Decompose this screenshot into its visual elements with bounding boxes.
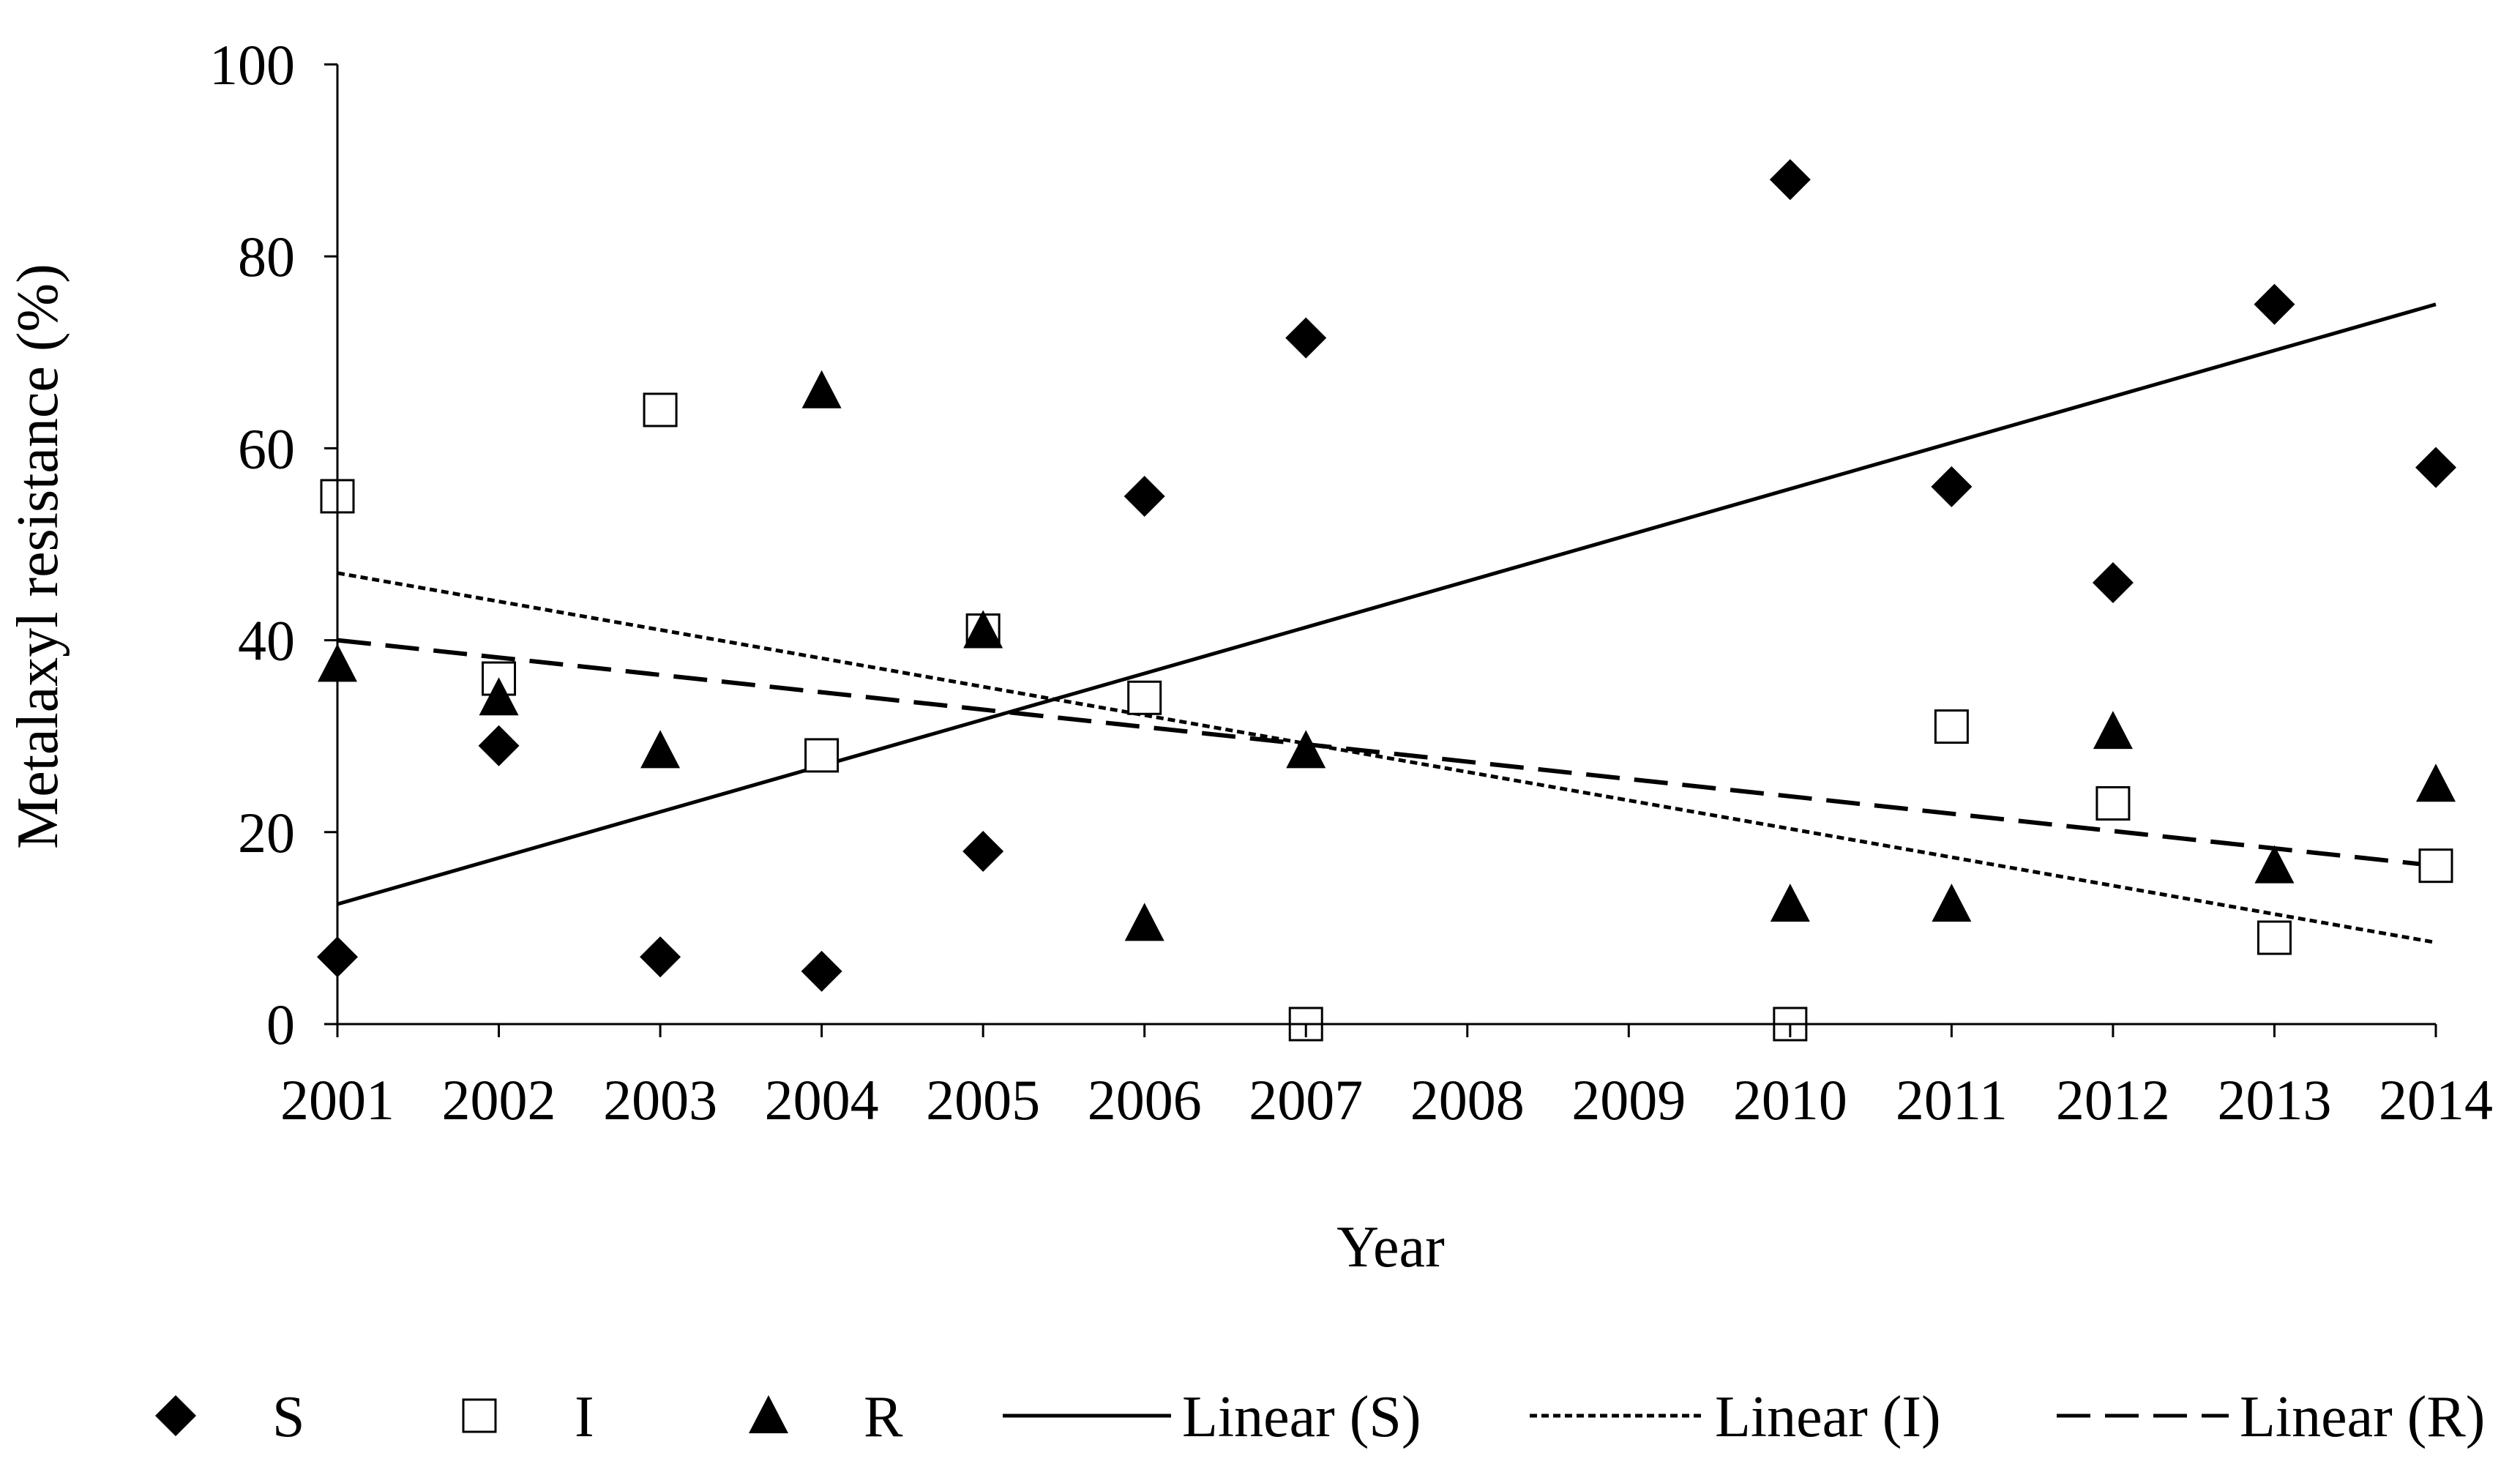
x-tick-label: 2010 <box>1733 1068 1847 1132</box>
x-tick-label: 2008 <box>1410 1068 1525 1132</box>
point-r-2011 <box>1932 884 1972 922</box>
point-s-2002 <box>478 725 520 766</box>
point-s-2010 <box>1769 159 1811 201</box>
legend-label-linear-r: Linear (R) <box>2240 1385 2485 1449</box>
x-tick-label: 2007 <box>1249 1068 1363 1132</box>
point-i-2006 <box>1127 680 1162 715</box>
point-s-2014 <box>2415 447 2456 488</box>
y-tick-label: 20 <box>238 801 295 865</box>
y-tick-label: 100 <box>209 33 295 97</box>
point-s-2006 <box>1123 475 1165 517</box>
legend-label-linear-i: Linear (I) <box>1715 1385 1941 1449</box>
legend-label-linear-s: Linear (S) <box>1182 1385 1421 1449</box>
x-tick-label: 2009 <box>1571 1068 1686 1132</box>
point-r-2002 <box>479 677 519 716</box>
point-r-2003 <box>640 730 681 769</box>
y-tick-label: 60 <box>238 417 295 480</box>
point-r-2007 <box>1286 730 1326 769</box>
point-s-2007 <box>1285 317 1327 359</box>
y-tick-label: 80 <box>238 225 295 288</box>
plot-area <box>317 159 2456 1042</box>
y-tick-label: 40 <box>238 609 295 673</box>
legend: S I R Linear (S) Linear (I) Linear (R) <box>155 1385 2485 1449</box>
x-tick-label: 2011 <box>1896 1068 2008 1132</box>
point-r-2013 <box>2254 845 2295 884</box>
point-r-2006 <box>1124 903 1164 941</box>
point-s-2003 <box>640 936 681 978</box>
trendline-i <box>337 571 2437 945</box>
x-tick-label: 2006 <box>1088 1068 1202 1132</box>
point-r-2004 <box>801 370 842 408</box>
legend-marker-r <box>749 1395 788 1433</box>
x-tick-label: 2002 <box>442 1068 556 1132</box>
point-i-2013 <box>2257 920 2292 955</box>
x-tick-label: 2004 <box>765 1068 879 1132</box>
legend-label-s: S <box>272 1385 305 1449</box>
y-tick-label: 0 <box>266 993 295 1056</box>
point-r-2014 <box>2416 763 2456 802</box>
trendline-r <box>337 638 2437 868</box>
point-s-2011 <box>1931 466 1973 507</box>
x-tick-label: 2001 <box>280 1068 395 1132</box>
point-s-2005 <box>962 831 1004 873</box>
legend-marker-s <box>155 1395 196 1436</box>
x-tick-label: 2014 <box>2379 1068 2493 1132</box>
point-r-2010 <box>1770 884 1810 922</box>
x-axis-title: Year <box>1336 1215 1444 1280</box>
trendline-s <box>337 302 2437 906</box>
point-i-2004 <box>804 738 840 773</box>
y-axis-title: Metalaxyl resistance (%) <box>6 264 70 849</box>
point-r-2012 <box>2093 711 2133 750</box>
legend-marker-i <box>462 1398 497 1433</box>
point-r-2005 <box>963 610 1003 649</box>
point-i-2012 <box>2095 785 2131 821</box>
point-i-2014 <box>2418 848 2453 884</box>
x-tick-label: 2003 <box>603 1068 717 1132</box>
x-tick-label: 2012 <box>2056 1068 2170 1132</box>
point-i-2003 <box>643 392 678 427</box>
axes: 0 20 40 60 80 100 2001 2002 2003 2004 2005 2006 2007… <box>209 33 2493 1132</box>
legend-label-i: I <box>575 1385 594 1449</box>
point-s-2004 <box>801 950 842 992</box>
point-i-2011 <box>1934 709 1969 744</box>
legend-label-r: R <box>864 1385 903 1449</box>
point-s-2013 <box>2254 283 2295 325</box>
x-tick-label: 2005 <box>926 1068 1040 1132</box>
x-tick-label: 2013 <box>2217 1068 2331 1132</box>
point-s-2012 <box>2092 561 2134 603</box>
